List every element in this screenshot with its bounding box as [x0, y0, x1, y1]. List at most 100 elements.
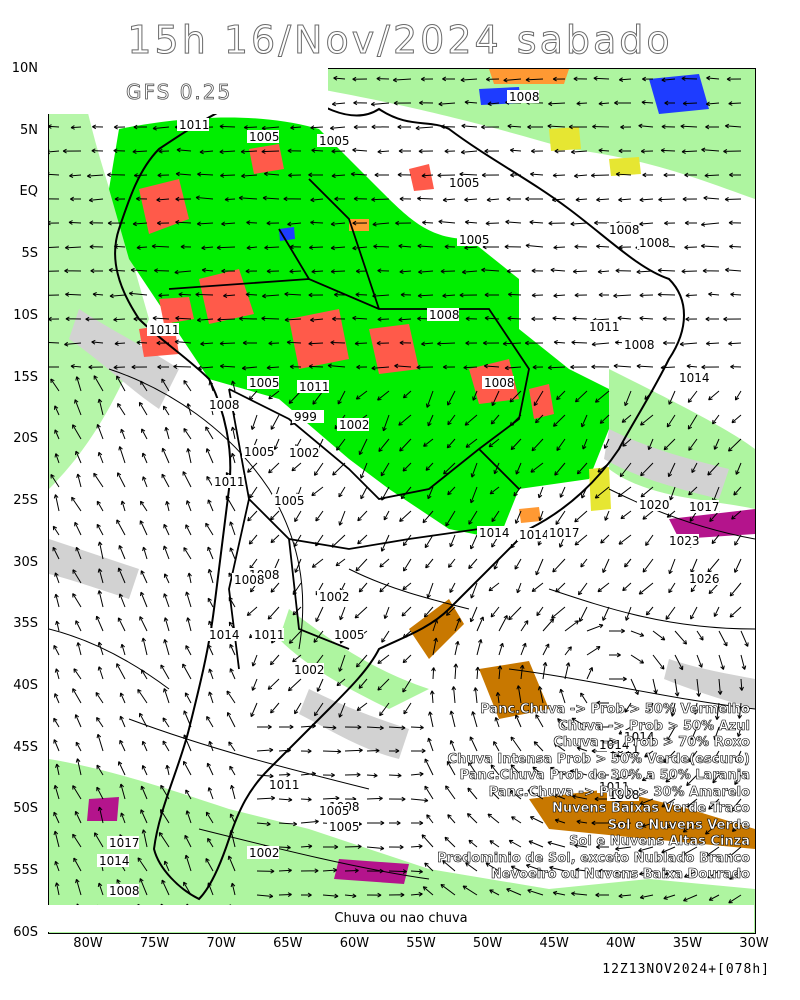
isobar-label-bg [297, 380, 329, 393]
isobar-label-bg [207, 398, 239, 411]
wind-arrow [278, 892, 292, 897]
weather-map[interactable]: 1008 1011 1005 1005 1005 1008 1005 1008 1008 1011… [48, 68, 756, 934]
wind-arrow [491, 390, 500, 407]
wind-arrow [445, 785, 456, 800]
isobar-label: 1008 [639, 236, 670, 250]
wind-arrow [316, 678, 324, 692]
wind-arrow [447, 414, 456, 426]
wind-arrow [64, 268, 82, 274]
wind-arrow [531, 292, 544, 298]
isobar-label: 1017 [549, 526, 580, 540]
isobar-lines [49, 368, 755, 880]
isobar-label: 1005 [319, 804, 350, 818]
wind-arrow [731, 822, 742, 832]
wind-arrow [158, 831, 170, 848]
wind-arrow [554, 818, 566, 824]
wind-arrow [207, 882, 214, 896]
wind-arrow [270, 702, 280, 714]
wind-arrow [550, 267, 566, 273]
wind-arrow [502, 341, 522, 347]
wind-arrow [475, 666, 481, 680]
wind-arrow [71, 496, 82, 512]
wind-arrow [352, 220, 368, 226]
wind-arrow [219, 363, 236, 369]
wind-arrow [681, 268, 698, 274]
wind-arrow [410, 797, 429, 803]
wind-arrow [427, 737, 434, 752]
wind-arrow [380, 462, 390, 477]
wind-arrow [664, 870, 676, 876]
wind-arrow [552, 890, 566, 896]
wind-arrow [136, 340, 148, 345]
latitude-tick: 5N [20, 122, 38, 138]
wind-arrow [278, 868, 292, 873]
legend: Panc.Chuva -> Prob > 50% Vermelho Chuva -… [437, 702, 750, 884]
wind-arrow [256, 821, 271, 827]
wind-arrow [313, 462, 324, 476]
wind-arrow [278, 821, 298, 827]
wind-arrow [486, 197, 500, 203]
wind-arrow [730, 364, 742, 370]
wind-arrow [596, 197, 610, 203]
wind-arrow [117, 761, 126, 776]
wind-arrow [598, 101, 610, 106]
wind-arrow [156, 197, 170, 203]
wind-arrow [687, 390, 698, 403]
wind-arrow [91, 339, 104, 345]
wind-arrow [261, 316, 280, 321]
wind-arrow [322, 749, 342, 754]
wind-arrow [288, 390, 302, 404]
wind-arrow [431, 667, 436, 680]
wind-arrow [485, 221, 500, 226]
wind-arrow [352, 315, 368, 321]
wind-arrow [196, 317, 214, 323]
wind-arrow [205, 522, 214, 536]
wind-arrow [200, 341, 214, 347]
wind-arrow [445, 606, 456, 616]
wind-arrow [52, 546, 60, 560]
wind-arrow [208, 740, 214, 752]
wind-arrow [62, 148, 82, 154]
wind-arrow [289, 364, 302, 370]
wind-arrow [294, 702, 302, 715]
green-swath-pacific [49, 69, 149, 489]
wind-arrow [569, 769, 588, 776]
wind-arrow [335, 558, 346, 567]
wind-arrow [261, 149, 280, 154]
wind-arrow [421, 173, 434, 178]
wind-arrow [371, 124, 390, 130]
wind-arrow [352, 76, 368, 82]
wind-arrow [553, 245, 566, 250]
wind-arrow [525, 77, 544, 83]
wind-arrow [665, 606, 676, 620]
wind-arrow [133, 124, 148, 130]
wind-arrow [619, 462, 632, 478]
wind-arrow [224, 197, 236, 202]
wind-arrow [576, 101, 588, 106]
wind-arrow [132, 221, 148, 227]
wind-arrow [399, 269, 412, 275]
wind-arrow [206, 715, 214, 728]
wind-arrow [398, 317, 412, 323]
wind-arrow [270, 582, 280, 593]
wind-arrow [621, 414, 632, 423]
wind-arrow [294, 510, 302, 523]
isobar-label-bg [547, 526, 579, 539]
green-swath-south [49, 759, 755, 933]
wind-arrow [728, 101, 742, 106]
wind-arrow [69, 173, 82, 179]
wind-arrow [438, 219, 456, 225]
isobar-label: 1005 [449, 176, 480, 190]
wind-arrow [729, 172, 742, 178]
wind-arrow [116, 663, 126, 680]
wind-arrow [711, 414, 720, 425]
wind-arrow [300, 771, 317, 777]
wind-arrow [266, 220, 280, 226]
isobar-label: 1011 [589, 320, 620, 334]
wind-arrow [469, 606, 478, 623]
wind-arrow [641, 822, 654, 828]
wind-arrow [564, 662, 571, 680]
wind-arrow [552, 316, 566, 321]
wind-arrow [308, 341, 324, 346]
wind-arrow [308, 292, 324, 298]
